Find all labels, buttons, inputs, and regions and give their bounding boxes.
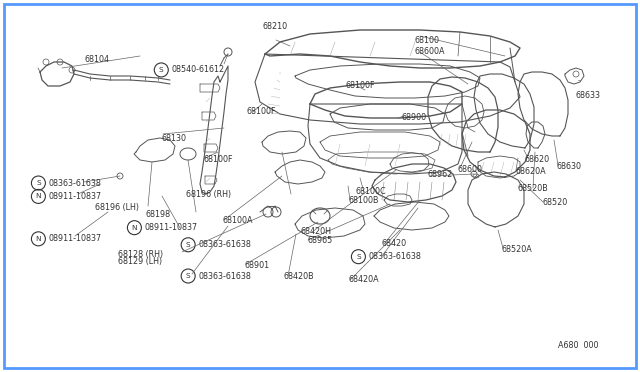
Text: 68901: 68901 xyxy=(244,261,269,270)
Text: 68520B: 68520B xyxy=(517,184,548,193)
Text: 68620: 68620 xyxy=(525,155,550,164)
Text: 68130: 68130 xyxy=(162,134,187,143)
Text: 08363-61638: 08363-61638 xyxy=(369,252,421,261)
Text: 68620A: 68620A xyxy=(515,167,546,176)
Text: 68630: 68630 xyxy=(557,162,582,171)
Text: 68100: 68100 xyxy=(415,36,440,45)
Text: 08911-10837: 08911-10837 xyxy=(145,223,198,232)
Text: 08911-10837: 08911-10837 xyxy=(49,192,102,201)
Text: 08363-61638: 08363-61638 xyxy=(198,272,251,280)
Text: 08540-61612: 08540-61612 xyxy=(172,65,225,74)
Text: 68900: 68900 xyxy=(402,113,427,122)
Text: 68420H: 68420H xyxy=(301,227,332,236)
Text: 68600A: 68600A xyxy=(415,47,445,56)
Text: 68420B: 68420B xyxy=(284,272,314,281)
Text: 68100C: 68100C xyxy=(356,187,387,196)
Text: 68129 (LH): 68129 (LH) xyxy=(118,257,163,266)
Text: S: S xyxy=(186,242,191,248)
Text: S: S xyxy=(36,180,41,186)
Text: S: S xyxy=(356,254,361,260)
Text: 68965: 68965 xyxy=(307,236,332,245)
Text: 08911-10837: 08911-10837 xyxy=(49,234,102,243)
Text: 68100F: 68100F xyxy=(346,81,375,90)
Text: 68962: 68962 xyxy=(428,170,452,179)
Text: 68600: 68600 xyxy=(458,165,483,174)
Text: 68420: 68420 xyxy=(381,239,406,248)
Text: 68633: 68633 xyxy=(576,92,601,100)
Text: 68128 (RH): 68128 (RH) xyxy=(118,250,164,259)
Text: 68520: 68520 xyxy=(543,198,568,207)
Text: 68104: 68104 xyxy=(84,55,109,64)
Text: 08363-61638: 08363-61638 xyxy=(49,179,101,187)
Text: 68210: 68210 xyxy=(262,22,288,31)
Text: 08363-61638: 08363-61638 xyxy=(198,240,251,249)
Text: 68520A: 68520A xyxy=(502,246,532,254)
Text: 68100B: 68100B xyxy=(349,196,380,205)
Text: 68420A: 68420A xyxy=(349,275,380,284)
Text: N: N xyxy=(36,236,41,242)
Text: 68100F: 68100F xyxy=(204,155,233,164)
Text: 68100F: 68100F xyxy=(246,107,276,116)
Text: 68198: 68198 xyxy=(146,210,171,219)
Text: N: N xyxy=(36,193,41,199)
Text: A680  000: A680 000 xyxy=(558,341,598,350)
Text: 68196 (LH): 68196 (LH) xyxy=(95,203,139,212)
Text: S: S xyxy=(159,67,164,73)
Text: N: N xyxy=(132,225,137,231)
Text: 68100A: 68100A xyxy=(223,217,253,225)
Text: 68196 (RH): 68196 (RH) xyxy=(186,190,231,199)
Text: S: S xyxy=(186,273,191,279)
